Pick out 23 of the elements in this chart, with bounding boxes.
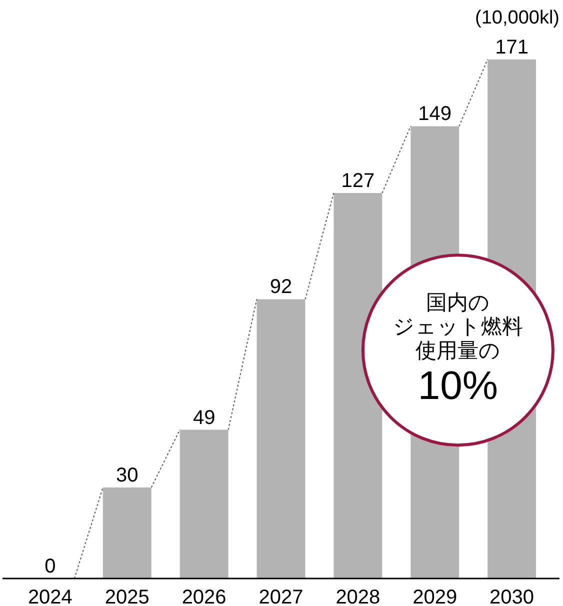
x-tick-label: 2028 bbox=[336, 586, 380, 606]
data-label: 30 bbox=[116, 464, 138, 486]
data-label: 149 bbox=[418, 103, 452, 126]
bar bbox=[102, 487, 152, 578]
data-label: 127 bbox=[341, 170, 375, 192]
annotation: 国内の bbox=[426, 292, 490, 315]
annotation: 10% bbox=[418, 364, 498, 408]
bar bbox=[180, 430, 228, 578]
annotation: 使用量の bbox=[415, 340, 500, 363]
data-label: 0 bbox=[44, 556, 56, 578]
x-tick-label: 2029 bbox=[412, 586, 458, 606]
x-tick-label: 2027 bbox=[258, 586, 304, 606]
data-label: 49 bbox=[192, 406, 216, 429]
bar bbox=[334, 193, 382, 578]
y-axis-title: (10,000kl) bbox=[475, 8, 560, 28]
annotation: ジェット燃料 bbox=[392, 316, 523, 339]
bar bbox=[256, 299, 306, 578]
data-label: 92 bbox=[270, 276, 292, 298]
x-tick-label: 2024 bbox=[28, 586, 72, 606]
x-tick-label: 2025 bbox=[104, 586, 150, 606]
x-tick-label: 2026 bbox=[182, 586, 226, 606]
x-tick-label: 2030 bbox=[490, 586, 534, 606]
data-label: 171 bbox=[495, 36, 528, 58]
